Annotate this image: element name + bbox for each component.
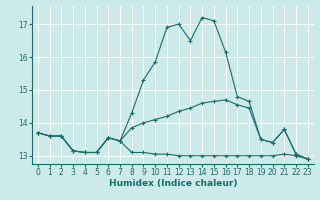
X-axis label: Humidex (Indice chaleur): Humidex (Indice chaleur)	[108, 179, 237, 188]
